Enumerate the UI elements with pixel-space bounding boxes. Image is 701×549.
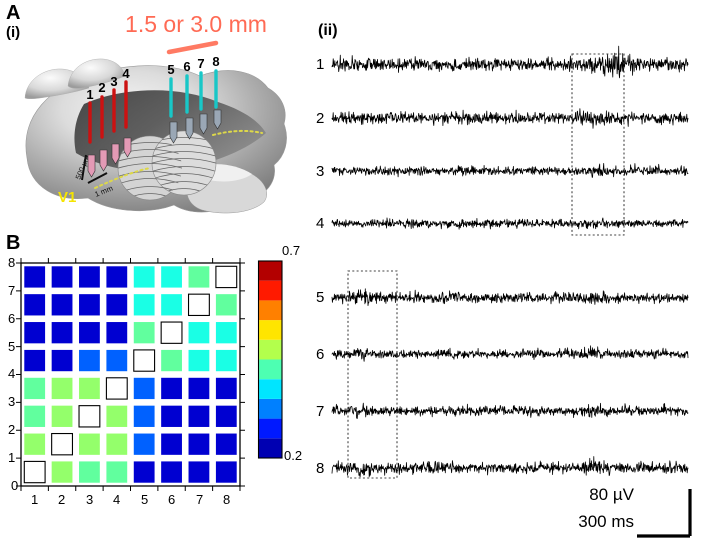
svg-text:3: 3 [110,74,117,89]
svg-text:8: 8 [212,54,219,69]
svg-text:7: 7 [197,56,204,71]
svg-text:1: 1 [86,87,93,102]
svg-text:6: 6 [316,346,324,363]
svg-text:5: 5 [167,62,174,77]
svg-text:1: 1 [316,56,324,73]
svg-text:80 µV: 80 µV [589,485,634,504]
svg-text:7: 7 [316,403,324,420]
svg-text:6: 6 [183,59,190,74]
svg-text:5: 5 [316,289,324,306]
svg-text:8: 8 [316,460,324,477]
svg-text:2: 2 [98,80,105,95]
svg-text:V1: V1 [58,189,76,206]
svg-text:2: 2 [316,110,324,127]
svg-text:300 ms: 300 ms [578,512,634,531]
svg-text:4: 4 [316,215,324,232]
svg-text:1.5 or 3.0 mm: 1.5 or 3.0 mm [125,11,267,37]
svg-text:3: 3 [316,163,324,180]
svg-text:4: 4 [122,66,130,81]
